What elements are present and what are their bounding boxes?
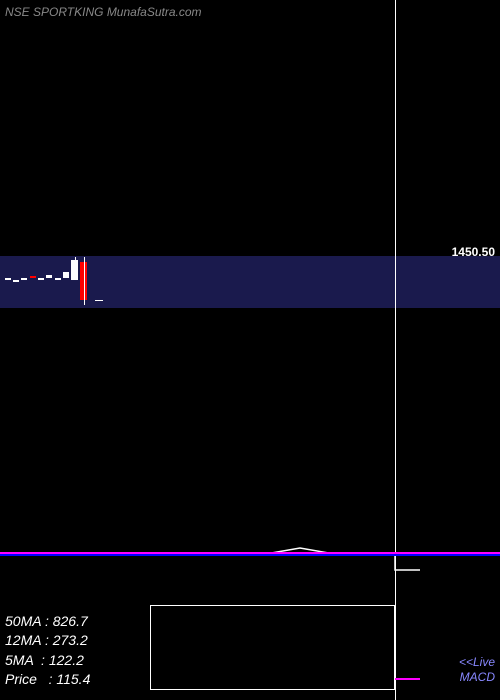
indicator-line: [0, 554, 500, 556]
indicator-box: [150, 605, 395, 690]
stat-5ma: 5MA : 122.2: [5, 651, 90, 671]
stat-50ma: 50MA : 826.7: [5, 612, 90, 632]
chart-container: NSE SPORTKING MunafaSutra.com 1450.50 50…: [0, 0, 500, 700]
stat-price: Price : 115.4: [5, 670, 90, 690]
indicator-overlay: [0, 0, 500, 700]
stats-panel: 50MA : 826.7 12MA : 273.2 5MA : 122.2 Pr…: [5, 612, 90, 690]
macd-tick: [395, 678, 420, 680]
stat-12ma: 12MA : 273.2: [5, 631, 90, 651]
macd-label: MACD: [460, 670, 495, 684]
live-label: <<Live: [459, 655, 495, 669]
